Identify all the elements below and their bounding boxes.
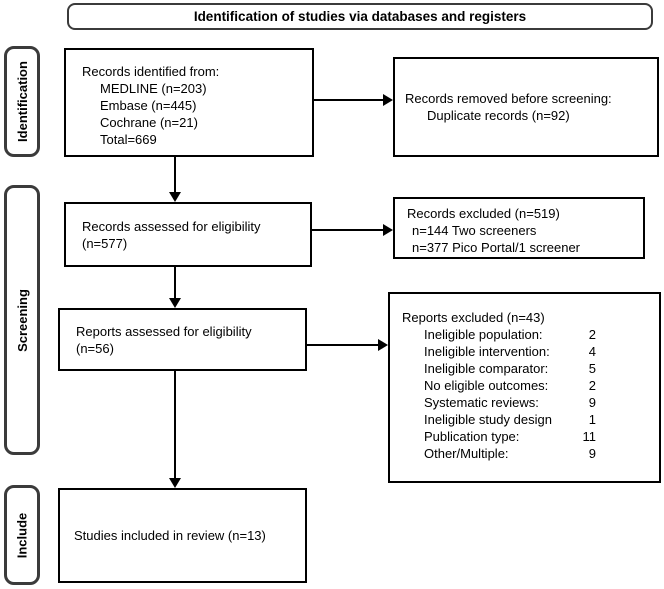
reports-excluded-box: Reports excluded (n=43) Ineligible popul… [388,292,661,483]
exclusion-reason-label: Ineligible population: [424,327,543,342]
records-identified-source: Cochrane (n=21) [100,115,198,130]
arrow-identified-to-removed [314,94,393,106]
reports-excluded-title: Reports excluded (n=43) [402,310,545,325]
exclusion-reason-row: Other/Multiple: 9 [424,445,596,462]
arrow-identified-to-records-assessed [169,157,181,202]
exclusion-reason-value: 2 [588,327,596,342]
exclusion-reason-label: Ineligible intervention: [424,344,550,359]
studies-included-box: Studies included in review (n=13) [58,488,307,583]
exclusion-reason-row: No eligible outcomes: 2 [424,377,596,394]
records-identified-title: Records identified from: [82,64,220,79]
records-assessed-line2: (n=577) [82,235,128,251]
exclusion-reason-label: No eligible outcomes: [424,378,549,393]
arrow-records-assessed-to-records-excluded [312,224,393,236]
reports-assessed-line1: Reports assessed for eligibility [76,323,252,339]
exclusion-reason-value: 9 [588,446,596,461]
exclusion-reason-value: 11 [582,429,597,444]
exclusion-reason-row: Systematic reviews: 9 [424,394,596,411]
records-removed-box: Records removed before screening: Duplic… [393,57,659,157]
arrow-records-assessed-to-reports-assessed [169,267,181,308]
records-excluded-detail: n=144 Two screeners [412,223,537,238]
records-assessed-line1: Records assessed for eligibility [82,218,261,234]
exclusion-reason-row: Ineligible population: 2 [424,326,596,343]
records-removed-title: Records removed before screening: [405,91,612,106]
exclusion-reason-value: 1 [588,412,596,427]
studies-included-text: Studies included in review (n=13) [74,528,266,543]
records-identified-source: Embase (n=445) [100,98,197,113]
records-excluded-detail: n=377 Pico Portal/1 screener [412,240,581,255]
exclusion-reason-label: Publication type: [424,429,520,444]
exclusion-reason-value: 4 [588,344,596,359]
stage-label-identification-text: Identification [14,61,30,142]
exclusion-reason-value: 2 [588,378,596,393]
stage-label-screening-text: Screening [14,288,30,352]
records-excluded-title: Records excluded (n=519) [407,206,560,221]
records-excluded-box: Records excluded (n=519) n=144 Two scree… [393,197,645,259]
exclusion-reason-label: Systematic reviews: [424,395,539,410]
exclusion-reason-label: Ineligible study design [424,412,552,427]
exclusion-reason-row: Ineligible study design 1 [424,411,596,428]
records-identified-source: Total=669 [100,132,157,147]
stage-label-identification: Identification [4,46,40,157]
records-assessed-box: Records assessed for eligibility (n=577) [64,202,312,267]
records-identified-box: Records identified from: MEDLINE (n=203)… [64,48,314,157]
banner-title: Identification of studies via databases … [67,3,653,30]
records-identified-source: MEDLINE (n=203) [100,81,207,96]
exclusion-reason-value: 9 [588,395,596,410]
exclusion-reason-label: Other/Multiple: [424,446,509,461]
stage-label-screening: Screening [4,185,40,455]
reports-assessed-line2: (n=56) [76,340,114,356]
stage-label-include: Include [4,485,40,585]
exclusion-reason-row: Ineligible intervention: 4 [424,343,596,360]
exclusion-reason-row: Ineligible comparator: 5 [424,360,596,377]
exclusion-reason-row: Publication type: 11 [424,428,596,445]
arrow-reports-assessed-to-reports-excluded [307,339,388,351]
arrow-reports-assessed-to-included [169,371,181,488]
records-removed-detail: Duplicate records (n=92) [427,108,570,123]
reports-assessed-box: Reports assessed for eligibility (n=56) [58,308,307,371]
exclusion-reason-value: 5 [588,361,596,376]
exclusion-reason-label: Ineligible comparator: [424,361,549,376]
stage-label-include-text: Include [14,512,30,558]
